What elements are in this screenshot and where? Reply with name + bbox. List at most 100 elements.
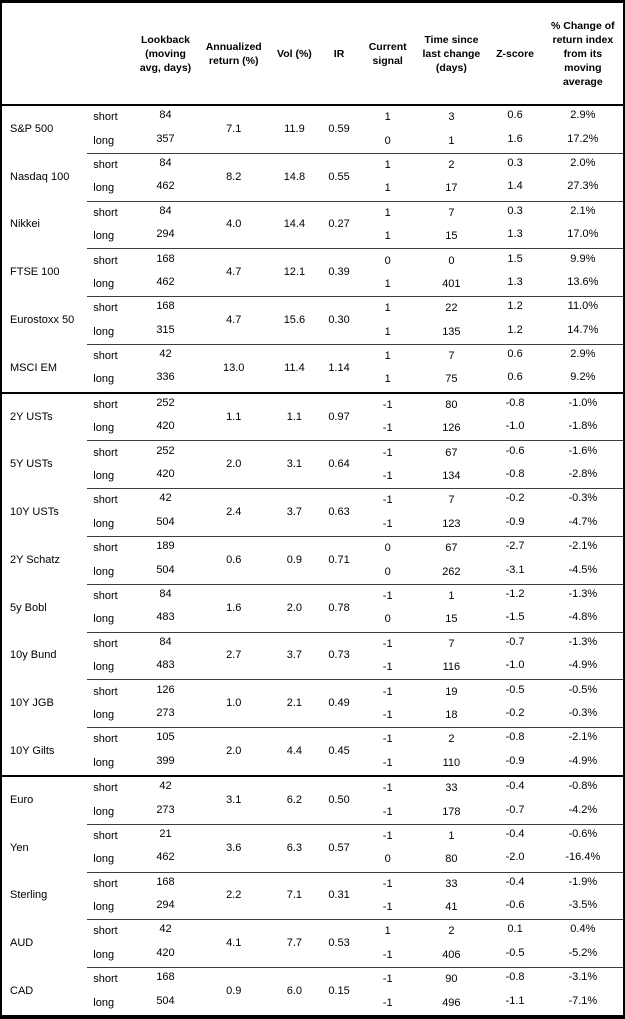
vol-cell: 14.8 (270, 152, 318, 202)
zscore-cell: 1.2 (507, 323, 523, 336)
leg-label: long (93, 565, 115, 578)
leg-label: short (87, 919, 135, 944)
pct-change-cell: -4.5% (568, 563, 598, 576)
time-since-cell: 15 (445, 613, 458, 626)
asset-name: Yen (10, 841, 29, 854)
time-since-cell: 15 (445, 230, 458, 243)
zscore-cell: 1.3 (507, 228, 523, 241)
annualized-return-cell: 0.9 (196, 967, 271, 1017)
zscore-cell: -0.4 (487, 869, 543, 894)
ir-cell: 0.63 (317, 488, 361, 537)
lookback-cell: 189 (134, 534, 197, 559)
time-since-cell: 18 (445, 708, 458, 721)
lookback-cell: 399 (156, 754, 175, 767)
lookback-cell: 126 (134, 677, 197, 702)
leg-label: long (93, 422, 115, 435)
vol-cell: 2.1 (270, 679, 318, 728)
ir-cell: 0.15 (317, 967, 361, 1017)
header-time-since-change: Time since last change (days) (415, 1, 488, 106)
pct-change-cell: 11.0% (542, 294, 624, 319)
time-since-cell: 75 (445, 373, 458, 386)
asset-row-long: long 294 -1 41 -0.6 -3.5% (1, 896, 624, 920)
leg-label: long (93, 517, 115, 530)
asset-row-long: long 357 0 1 1.6 17.2% (1, 129, 624, 153)
lookback-cell: 105 (134, 725, 197, 750)
signal-cell: -1 (360, 774, 416, 801)
lookback-cell: 462 (156, 180, 175, 193)
asset-name: 10y Bund (10, 649, 57, 662)
asset-row-short: FTSE 100 short 168 4.7 12.1 0.39 0 0 1.5 9.9% (1, 246, 624, 297)
asset-row-short: 2Y Schatz short 189 0.6 0.9 0.71 0 67 -2.7 -2.1% (1, 534, 624, 585)
lookback-cell: 42 (134, 341, 197, 367)
leg-label: short (87, 391, 135, 418)
pct-change-cell: 9.2% (570, 371, 596, 384)
signal-cell: -1 (360, 823, 416, 849)
time-since-cell: 496 (442, 996, 461, 1009)
lookback-cell: 336 (156, 371, 175, 384)
lookback-cell: 84 (134, 150, 197, 176)
time-since-cell: 67 (415, 536, 488, 561)
vol-cell: 4.4 (270, 727, 318, 776)
signal-cell: 0 (384, 613, 391, 626)
header-ir: IR (317, 1, 361, 106)
ir-cell: 0.31 (317, 871, 361, 920)
asset-row-short: CAD short 168 0.9 6.0 0.15 -1 90 -0.8 -3.1% (1, 965, 624, 1017)
time-since-cell: 41 (445, 901, 458, 914)
annualized-return-cell: 4.0 (196, 200, 271, 249)
time-since-cell: 135 (442, 325, 461, 338)
lookback-cell: 42 (134, 772, 197, 799)
lookback-cell: 504 (156, 994, 175, 1007)
header-row: Lookback (moving avg, days) Annualized r… (1, 1, 624, 106)
pct-change-cell: -1.9% (542, 869, 624, 894)
signal-cell: 1 (360, 296, 416, 321)
pct-change-cell: 27.3% (567, 180, 599, 193)
leg-label: short (87, 248, 135, 273)
pct-change-cell: 2.0% (542, 150, 624, 176)
asset-row-long: long 462 1 401 1.3 13.6% (1, 273, 624, 297)
time-since-cell: 126 (442, 422, 461, 435)
vol-cell: 15.6 (270, 296, 318, 345)
zscore-cell: -1.0 (505, 659, 525, 672)
pct-change-cell: 14.7% (567, 323, 599, 336)
pct-change-cell: 17.0% (567, 228, 599, 241)
lookback-cell: 252 (134, 438, 197, 463)
asset-name: 5y Bobl (10, 601, 47, 614)
leg-label: long (93, 134, 115, 147)
signal-cell: 0 (384, 134, 391, 147)
time-since-cell: 19 (415, 679, 488, 704)
asset-row-long: long 504 -1 123 -0.9 -4.7% (1, 513, 624, 537)
asset-name: 2Y Schatz (10, 553, 60, 566)
asset-name: 2Y USTs (1, 391, 88, 441)
pct-change-cell: -1.8% (568, 420, 598, 433)
time-since-cell: 116 (442, 661, 461, 674)
annualized-return-cell: 7.1 (226, 122, 242, 135)
asset-name: 5Y USTs (10, 458, 53, 471)
signal-cell: -1 (382, 422, 393, 435)
pct-change-cell: -1.3% (542, 581, 624, 607)
asset-row-long: long 420 -1 406 -0.5 -5.2% (1, 944, 624, 968)
zscore-cell: -1.2 (487, 581, 543, 607)
leg-label: short (87, 823, 135, 849)
signal-cell: -1 (382, 708, 393, 721)
asset-row-long: long 336 1 75 0.6 9.2% (1, 368, 624, 392)
asset-name: Eurostoxx 50 (10, 314, 75, 327)
pct-change-cell: 9.9% (542, 246, 624, 271)
pct-change-cell: 17.2% (567, 132, 599, 145)
annualized-return-cell: 8.2 (196, 152, 271, 202)
signal-cell: -1 (382, 661, 393, 674)
header-annualized-return: Annualized return (%) (196, 1, 271, 106)
leg-label: long (93, 901, 115, 914)
leg-label: short (87, 774, 135, 801)
leg-label: short (87, 679, 135, 704)
ir-cell: 0.45 (317, 727, 361, 776)
time-since-cell: 2 (415, 727, 488, 752)
signal-cell: -1 (382, 756, 393, 769)
asset-name: AUD (10, 937, 34, 950)
zscore-cell: -0.8 (487, 965, 543, 990)
pct-change-cell: -3.5% (568, 899, 598, 912)
zscore-cell: -0.2 (487, 486, 543, 511)
signal-cell: -1 (360, 440, 416, 465)
asset-row-long: long 462 0 80 -2.0 -16.4% (1, 848, 624, 872)
